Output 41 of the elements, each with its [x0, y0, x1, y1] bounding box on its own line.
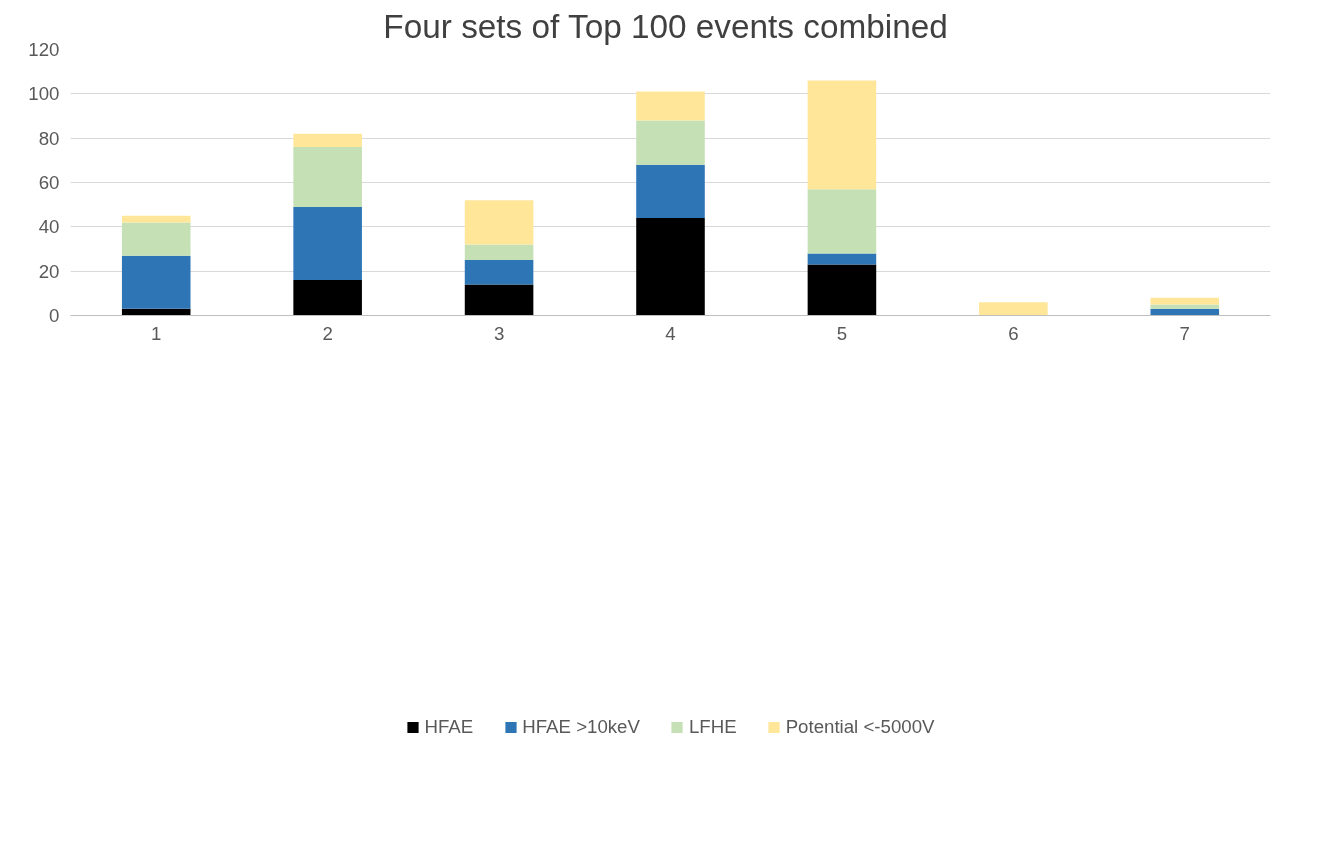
x-tick-label: 7 — [1179, 322, 1190, 344]
bar — [293, 133, 362, 148]
bar — [121, 308, 191, 316]
y-tick-label: 40 — [38, 216, 60, 238]
x-tick-label: 1 — [151, 322, 162, 344]
x-tick-label: 4 — [665, 322, 676, 344]
x-tick-label: 2 — [322, 322, 333, 344]
y-tick-label: 80 — [38, 127, 60, 149]
bar — [636, 164, 705, 218]
bar — [636, 217, 705, 316]
bar — [807, 253, 877, 265]
legend-label: LFHE — [688, 715, 737, 738]
bar — [121, 255, 191, 309]
bar — [293, 206, 362, 281]
bar — [636, 120, 705, 165]
y-tick-label: 60 — [38, 172, 60, 193]
y-tick-label: 20 — [38, 260, 60, 282]
y-tick-label: 100 — [28, 83, 60, 105]
y-tick-label: 120 — [28, 39, 60, 60]
bar — [979, 302, 1048, 316]
bar — [121, 222, 191, 256]
bar — [121, 215, 191, 223]
bar — [293, 280, 362, 316]
bar — [464, 260, 534, 285]
legend-label: Potential <-5000V — [785, 715, 935, 738]
bar — [1150, 304, 1220, 309]
bar — [636, 91, 705, 121]
bar — [464, 200, 534, 245]
legend-label: HFAE >10keV — [522, 715, 640, 738]
bar — [807, 189, 877, 254]
x-tick-label: 6 — [1008, 322, 1019, 344]
chart-title: Four sets of Top 100 events combined — [383, 7, 948, 45]
legend-label: HFAE — [424, 715, 474, 738]
bar — [807, 80, 877, 190]
y-tick-label: 0 — [49, 305, 60, 326]
x-tick-label: 5 — [836, 322, 848, 344]
bar — [293, 147, 362, 207]
bar — [807, 264, 877, 316]
bar — [464, 244, 534, 261]
x-tick-label: 3 — [493, 322, 505, 344]
bar — [464, 284, 534, 316]
